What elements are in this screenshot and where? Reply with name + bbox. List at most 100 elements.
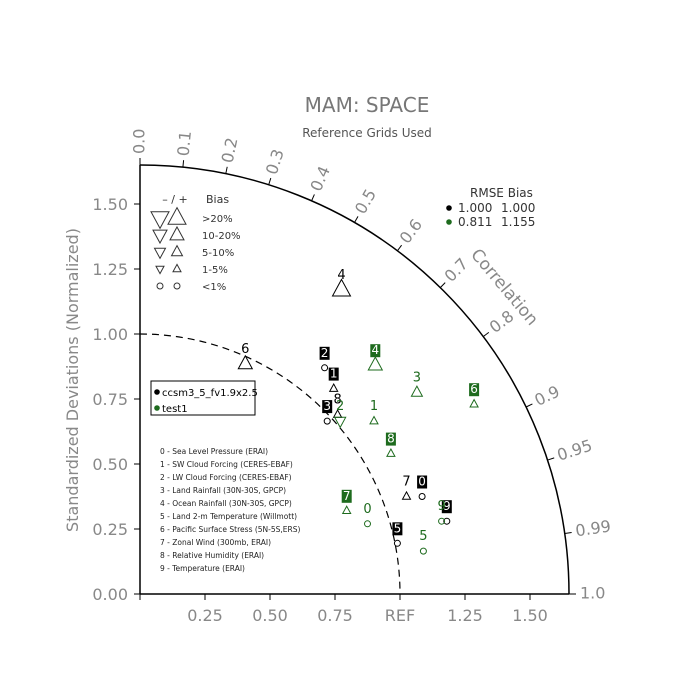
bias-legend-row-label: 10-20%: [202, 231, 241, 242]
point-label: 7: [402, 475, 410, 490]
point-label: 6: [241, 342, 249, 357]
y-axis-label: Standardized Deviations (Normalized): [63, 228, 82, 532]
correlation-tick-label: 0.0: [130, 129, 149, 154]
point-label: 4: [371, 343, 379, 357]
correlation-tick-mark: [354, 216, 359, 223]
point-label-box: [370, 344, 381, 358]
point-label: 3: [323, 399, 331, 413]
point-label-box: [341, 489, 352, 503]
point-label: 2: [321, 346, 329, 360]
correlation-tick-mark: [564, 531, 572, 534]
bias-marker-triangle-up: [367, 356, 384, 371]
case-legend-item: 2 - LW Cloud Forcing (CERES-EBAF): [160, 473, 292, 482]
point-label: 5: [419, 529, 427, 544]
x-tick-label: 0.75: [317, 606, 353, 625]
point-label-box: [322, 400, 333, 414]
bias-marker-triangle-up: [401, 490, 412, 500]
case-legend-item: 9 - Temperature (ERAI): [160, 564, 245, 573]
point-label: 4: [337, 268, 345, 283]
point-label: 7: [343, 489, 351, 503]
bias-marker-triangle-down: [150, 211, 170, 230]
rmse-value: 1.000: [458, 201, 492, 215]
bias-marker-triangle-down: [155, 265, 165, 275]
series-legend-dot: [154, 389, 160, 395]
bias-marker-triangle-up: [170, 244, 184, 257]
correlation-tick-label: 1.0: [580, 584, 605, 603]
series-legend-label: ccsm3_5_fv1.9x2.5: [162, 388, 258, 399]
bias-marker-circle: [438, 517, 446, 525]
point-label: 6: [470, 382, 478, 396]
bias-marker-triangle-down: [152, 229, 168, 245]
y-tick-label: 1.00: [92, 325, 128, 344]
bias-marker-circle: [443, 517, 451, 525]
x-tick-label: 0.50: [252, 606, 288, 625]
point-label: 3: [413, 371, 421, 386]
point-label: 8: [387, 432, 395, 446]
ref-label: REF: [385, 606, 415, 625]
bias-legend-row-label: >20%: [202, 214, 233, 225]
correlation-arc: [139, 164, 570, 595]
point-label: 0: [363, 502, 371, 517]
case-legend-item: 5 - Land 2-m Temperature (Willmott): [160, 512, 297, 521]
bias-legend-row-label: 1-5%: [202, 265, 228, 276]
y-tick-label: 0.25: [92, 520, 128, 539]
bias-legend-sign-header: – / +: [162, 193, 187, 206]
x-tick-label: 1.25: [447, 606, 483, 625]
bias-marker-circle: [323, 417, 331, 425]
bias-marker-triangle-up: [341, 505, 352, 515]
series-legend-label: test1: [162, 404, 188, 415]
bias-marker-circle: [418, 493, 426, 500]
bias-marker-circle: [393, 539, 401, 547]
correlation-tick-label: 0.9: [531, 382, 562, 410]
legends: – / + Bias >20% 10-20% 5-10% 1-5% <1% RMSE Bias…: [150, 186, 535, 573]
rmse-bias-dot: [446, 205, 452, 211]
bias-marker-circle: [321, 364, 329, 372]
bias-marker-triangle-up: [386, 447, 396, 457]
bias-marker-triangle-down: [333, 416, 347, 429]
x-tick-label: 1.50: [512, 606, 548, 625]
bias-legend-row-label: 5-10%: [202, 248, 234, 259]
correlation-tick-label: 0.99: [574, 517, 612, 541]
bias-marker-triangle-up: [328, 382, 339, 392]
point-label-box: [385, 432, 396, 446]
y-tick-label: 1.25: [92, 260, 128, 279]
correlation-tick-label: 0.3: [262, 147, 288, 177]
correlation-tick-mark: [225, 166, 228, 174]
correlation-tick-mark: [525, 403, 533, 408]
point-label: 5: [394, 521, 402, 535]
correlation-tick-mark: [311, 194, 315, 202]
case-legend-item: 4 - Ocean Rainfall (30N-30S, GPCP): [160, 499, 292, 508]
case-legend-item: 8 - Relative Humidity (ERAI): [160, 551, 264, 560]
x-tick-label: 0.25: [187, 606, 223, 625]
bias-marker-triangle-up: [331, 278, 352, 297]
bias-marker-triangle-up: [469, 398, 479, 408]
rmse-value: 0.811: [458, 215, 492, 229]
point-label-box: [319, 346, 330, 360]
point-label-box: [417, 475, 428, 489]
chart-title: MAM: SPACE: [305, 93, 430, 117]
point-label: 2: [336, 399, 344, 414]
point-label-box: [392, 522, 403, 536]
correlation-tick-label: 0.4: [306, 163, 334, 194]
point-label-box: [469, 383, 480, 397]
correlation-tick-mark: [439, 282, 446, 288]
bias-marker-triangle-up: [369, 415, 379, 425]
rmse-bias-dot: [446, 219, 452, 225]
bias-marker-circle: [419, 547, 427, 555]
point-label: 1: [330, 367, 338, 381]
y-tick-label: 0.50: [92, 455, 128, 474]
correlation-tick-label: 0.1: [174, 130, 195, 157]
correlation-tick-mark: [547, 457, 555, 461]
bias-marker-circle: [173, 282, 181, 290]
y-tick-label: 1.50: [92, 195, 128, 214]
bias-legend-row-label: <1%: [202, 282, 226, 293]
correlation-tick-label: 0.2: [218, 136, 242, 165]
correlation-tick-label: 0.95: [555, 436, 595, 465]
bias-marker-circle: [364, 520, 371, 528]
bias-marker-triangle-up: [172, 263, 182, 273]
bias-marker-triangle-down: [153, 247, 167, 260]
point-label-box: [328, 367, 339, 381]
point-label: 0: [418, 475, 426, 489]
